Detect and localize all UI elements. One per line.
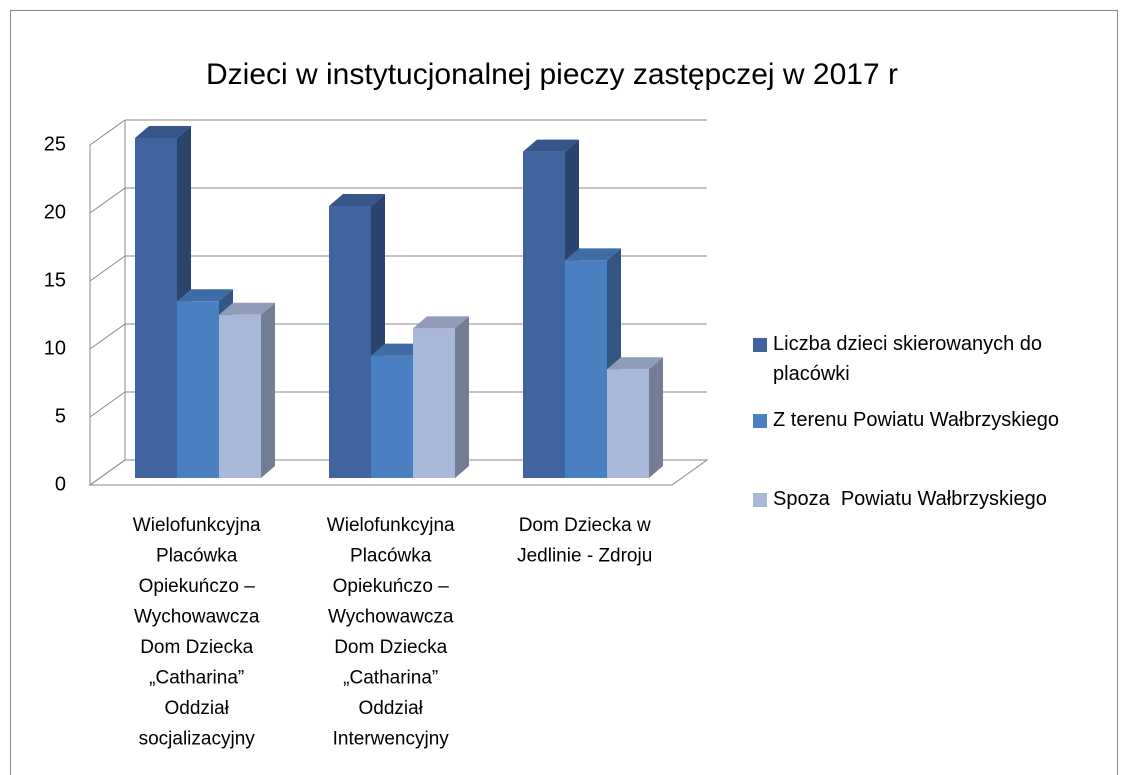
bar-front: [177, 301, 219, 478]
bar-front: [523, 151, 565, 478]
legend-label: Z terenu Powiatu Wałbrzyskiego: [773, 409, 1059, 431]
bar-front: [329, 206, 371, 478]
grid-line-side: [89, 119, 126, 146]
x-tick-label: Wielofunkcyjna Placówka Opiekuńczo – Wychow…: [327, 515, 455, 750]
bar-front: [219, 314, 261, 478]
bar-top: [329, 194, 385, 206]
bar-front: [607, 369, 649, 478]
bar: [607, 357, 663, 478]
y-tick-label: 15: [44, 269, 66, 291]
bar-top: [413, 316, 469, 329]
grid-line-side: [89, 323, 126, 350]
grid-line-side: [89, 255, 126, 282]
y-tick-label: 10: [44, 337, 66, 359]
y-tick-label: 25: [44, 133, 66, 155]
bar: [413, 316, 469, 478]
y-tick-label: 0: [55, 473, 66, 495]
bar-top: [607, 357, 663, 370]
legend-swatch: [753, 338, 767, 352]
y-tick-label: 5: [55, 405, 66, 427]
bar-side: [261, 302, 275, 478]
bar-top: [523, 139, 579, 152]
grid-line-side: [89, 187, 126, 214]
chart-title: Dzieci w instytucjonalnej pieczy zastępc…: [206, 58, 898, 91]
bar-top: [135, 126, 191, 138]
bar-side: [649, 357, 663, 478]
bar-top: [565, 248, 621, 261]
bar-front: [135, 138, 177, 478]
bar-top: [219, 302, 275, 315]
x-tick-label: Dom Dziecka w Jedlinie - Zdroju: [517, 515, 652, 567]
bar-side: [455, 316, 469, 478]
bar-top: [177, 289, 233, 302]
bar: [219, 302, 275, 478]
y-tick-label: 20: [44, 201, 66, 223]
bar-front: [413, 328, 455, 478]
bar-front: [565, 260, 607, 478]
legend-swatch: [753, 414, 767, 428]
legend-swatch: [753, 493, 767, 507]
x-tick-label: Wielofunkcyjna Placówka Opiekuńczo – Wychow…: [133, 515, 261, 750]
grid-line-side: [89, 391, 126, 418]
legend-label: Liczba dzieci skierowanych do placówki: [773, 333, 1042, 385]
legend-label: Spoza Powiatu Wałbrzyskiego: [773, 488, 1047, 510]
bar-front: [371, 355, 413, 478]
floor: [88, 459, 709, 486]
